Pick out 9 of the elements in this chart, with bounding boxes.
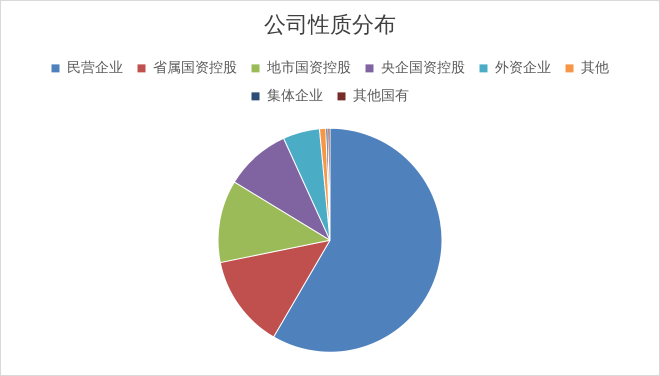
legend-label: 外资企业 [495, 60, 551, 76]
chart-title: 公司性质分布 [264, 12, 396, 38]
legend-label: 央企国资控股 [381, 60, 465, 76]
legend-label: 集体企业 [267, 88, 323, 104]
legend-label: 省属国资控股 [153, 60, 237, 76]
legend-label: 民营企业 [67, 60, 123, 76]
legend-label: 其他 [581, 60, 609, 76]
legend-label: 地市国资控股 [266, 60, 351, 76]
legend-label: 其他国有 [353, 88, 409, 104]
